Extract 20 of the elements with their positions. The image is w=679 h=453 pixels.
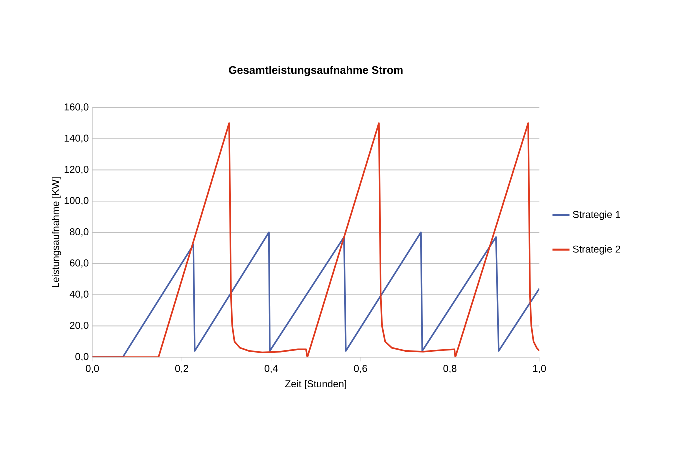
y-tick-label: 40,0 xyxy=(70,290,89,300)
x-tick-label: 1,0 xyxy=(533,365,546,374)
y-axis-title: Leistungsaufnahme [KW] xyxy=(52,178,62,288)
y-tick-label: 140,0 xyxy=(64,134,89,144)
y-tick-label: 0,0 xyxy=(76,353,89,362)
legend-label: Strategie 1 xyxy=(573,210,620,220)
x-tick-label: 0,0 xyxy=(86,365,100,374)
y-tick-label: 120,0 xyxy=(64,166,89,174)
y-tick-label: 100,0 xyxy=(64,197,89,206)
x-tick-label: 0,4 xyxy=(264,365,278,374)
chart-title: Gesamtleistungsaufnahme Strom xyxy=(229,66,403,76)
x-axis-title: Zeit [Stunden] xyxy=(285,380,346,390)
legend-label: Strategie 2 xyxy=(573,246,620,255)
x-tick-label: 0,2 xyxy=(175,365,188,374)
x-tick-label: 0,8 xyxy=(444,365,457,374)
y-tick-label: 60,0 xyxy=(70,260,89,268)
y-tick-label: 160,0 xyxy=(64,104,89,112)
y-tick-label: 80,0 xyxy=(70,228,89,237)
x-tick-label: 0,6 xyxy=(354,365,368,374)
y-tick-label: 20,0 xyxy=(70,322,89,330)
